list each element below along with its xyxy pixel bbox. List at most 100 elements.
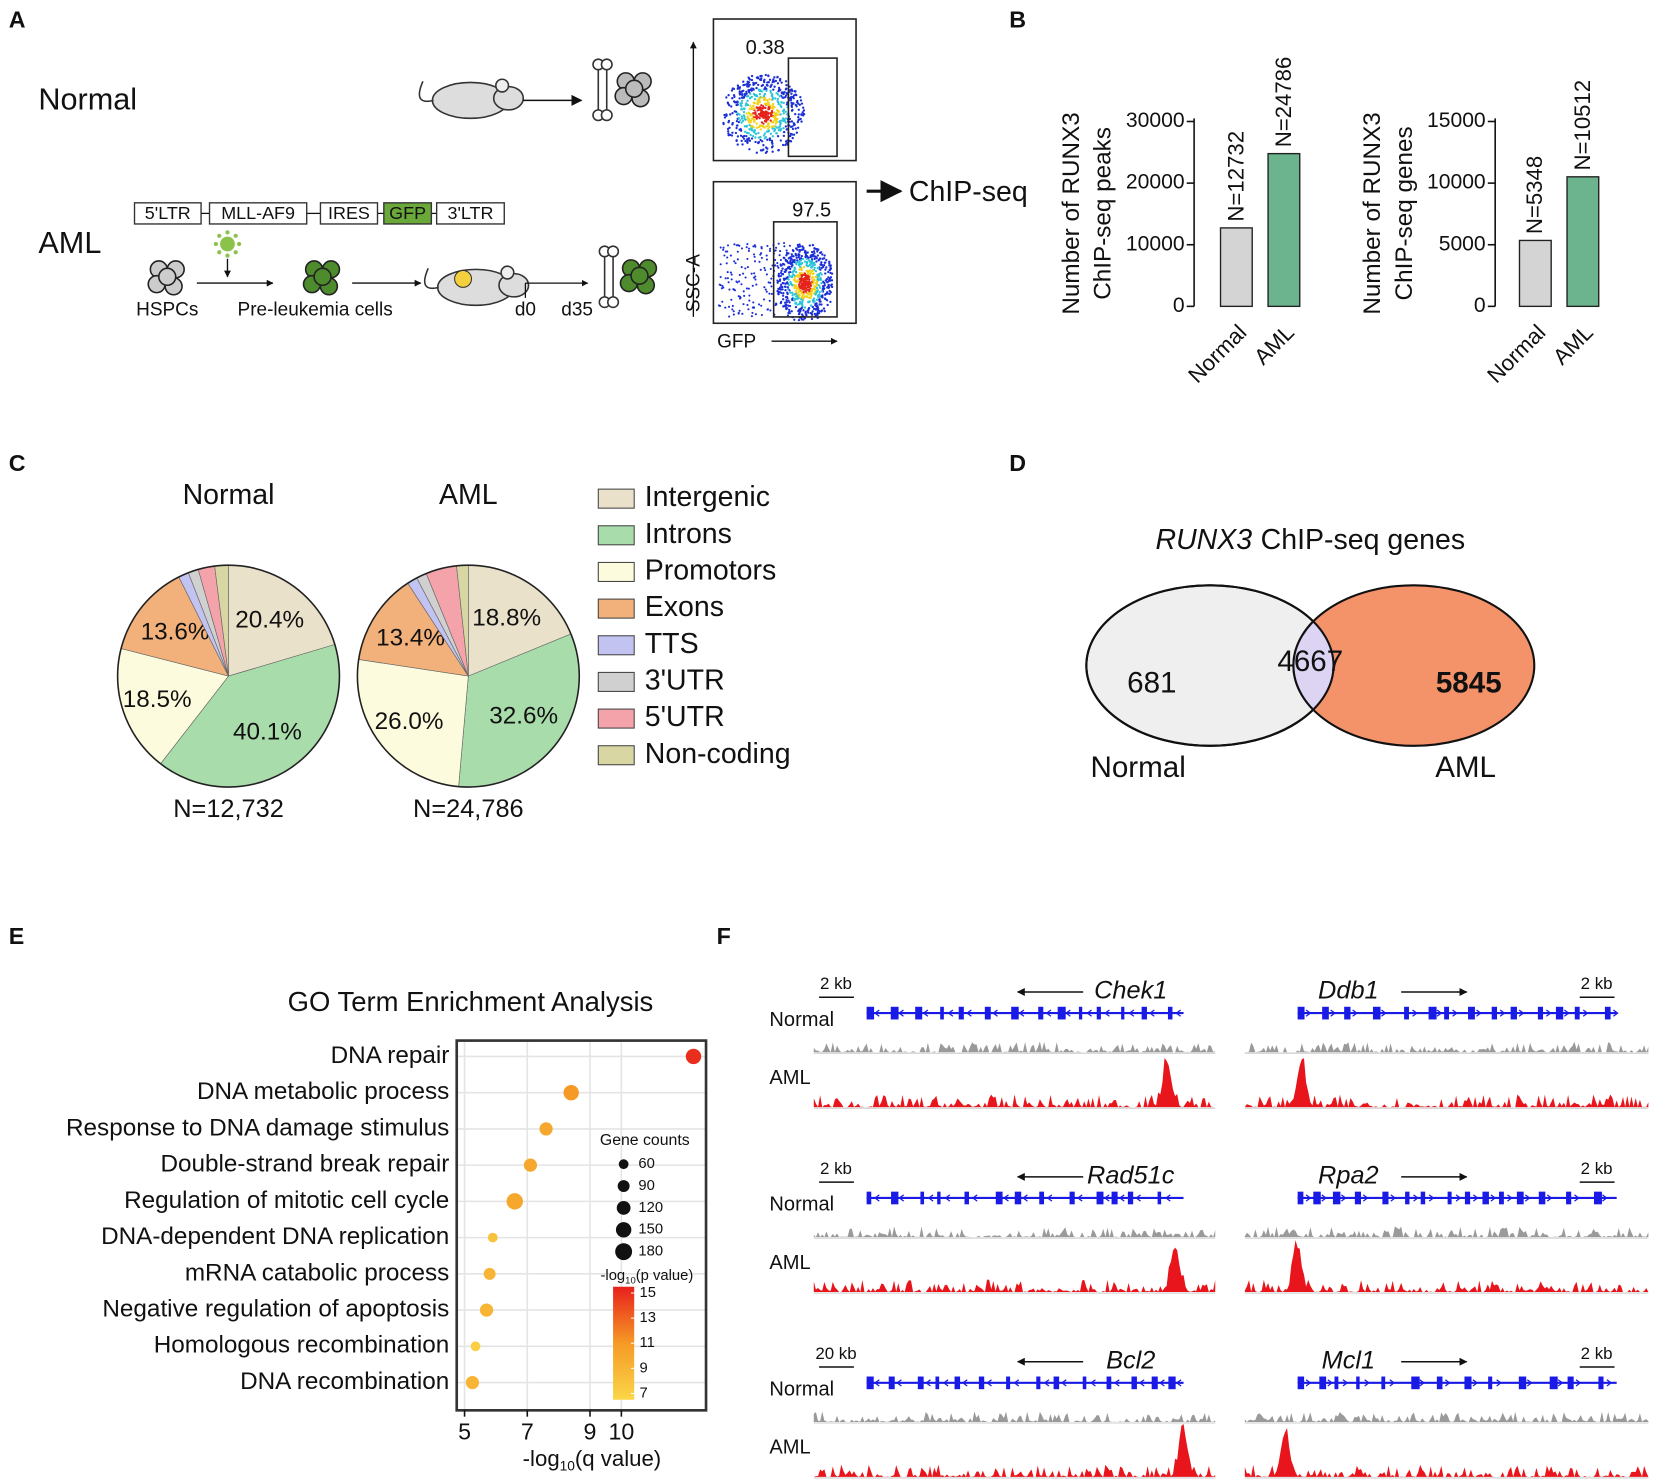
legend-size [617,1180,630,1193]
flow-dot [764,106,767,110]
flow-dot [722,286,725,289]
flow-dot [782,92,785,96]
legend-label: 60 [638,1156,654,1172]
flow-dot [781,288,784,291]
flow-dot [769,85,772,89]
flow-dot [739,102,742,105]
flow-dot [763,78,766,81]
exon [1082,1376,1087,1390]
flow-dot [759,268,762,271]
flow-dot [784,121,787,124]
flow-dot [738,97,741,100]
flow-dot [764,73,767,77]
venn-count: 4667 [1277,645,1343,678]
flow-dot [777,242,780,245]
value-label: N=5348 [1522,156,1547,234]
flow-dot [745,90,748,94]
x-axis-label-part: 10 [560,1458,576,1473]
flow-dot [761,116,764,119]
flow-dot [798,103,802,106]
flow-dot [781,294,785,297]
flow-dot [781,96,784,99]
construct-label: 5'LTR [145,203,191,223]
signal-track [813,1411,1216,1422]
venn-outline [1085,584,1335,747]
flow-dot [811,243,815,247]
exon [1499,1191,1504,1205]
flow-dot [829,271,832,275]
flow-dot [722,246,725,249]
flow-dot [808,278,811,281]
flow-dot [803,281,806,284]
flow-dot [775,92,778,95]
flow-dot [759,253,762,256]
flow-dot [766,138,769,141]
flow-dot [787,273,791,276]
flow-dot [755,283,758,286]
bone-end [600,109,613,122]
flow-dot [740,90,743,94]
flow-dot [799,280,802,283]
flow-dot [778,120,781,123]
flow-dot [787,304,790,307]
flow-dot [749,113,753,116]
track-label: Normal [769,1379,834,1401]
flow-dot [772,88,775,91]
flow-dot [788,120,791,123]
chevron [1419,1379,1426,1387]
exon [1447,1191,1452,1205]
flow-dot [727,132,730,135]
exon [1151,1376,1158,1390]
flow-dot [800,313,804,316]
flow-dot [796,120,799,124]
panel-label: F [717,923,731,949]
flow-dot [785,249,788,252]
flow-dot [789,134,792,138]
flow-dot [751,117,754,120]
flow-dot [797,245,800,248]
flow-dot [737,116,740,120]
flow-dot [745,246,748,249]
colorbar [613,1286,635,1400]
flow-dot [731,131,734,134]
flow-dot [726,256,729,259]
flow-dot [759,108,762,112]
flow-dot [829,276,833,279]
flow-dot [740,105,743,108]
virus-spike [225,253,230,258]
chevron [1563,1009,1570,1017]
exon [1121,1006,1125,1020]
flow-dot [760,107,763,110]
flow-dot [808,296,811,299]
flow-dot [777,113,780,116]
flow-dot [784,80,788,83]
exon [1319,1376,1327,1390]
flow-dot [798,276,801,279]
signal-track [813,1247,1216,1293]
flow-dot [798,284,802,288]
exon [954,1376,961,1390]
flow-dot [760,313,763,317]
flow-dot [750,129,754,132]
chevron [925,1379,931,1387]
flow-dot [828,264,831,267]
flow-dot [742,95,746,99]
point [506,1193,523,1210]
flow-dot [815,291,818,294]
chevron [927,1194,934,1202]
flow-dot [786,281,789,284]
mouse-ear [495,78,510,93]
flow-dot [722,122,725,126]
exon [1168,1376,1176,1390]
flow-dot [805,286,808,290]
flow-dot [797,302,801,306]
flow-dot [738,87,741,90]
flow-dot [821,288,825,291]
flow-dot [758,98,761,102]
flow-dot [769,119,772,122]
flow-dot [811,276,814,279]
venn-title-italic: RUNX3 [1156,523,1253,555]
legend-title: Gene counts [600,1132,690,1149]
slice-label: 18.8% [472,604,541,631]
flow-dot [752,130,755,133]
